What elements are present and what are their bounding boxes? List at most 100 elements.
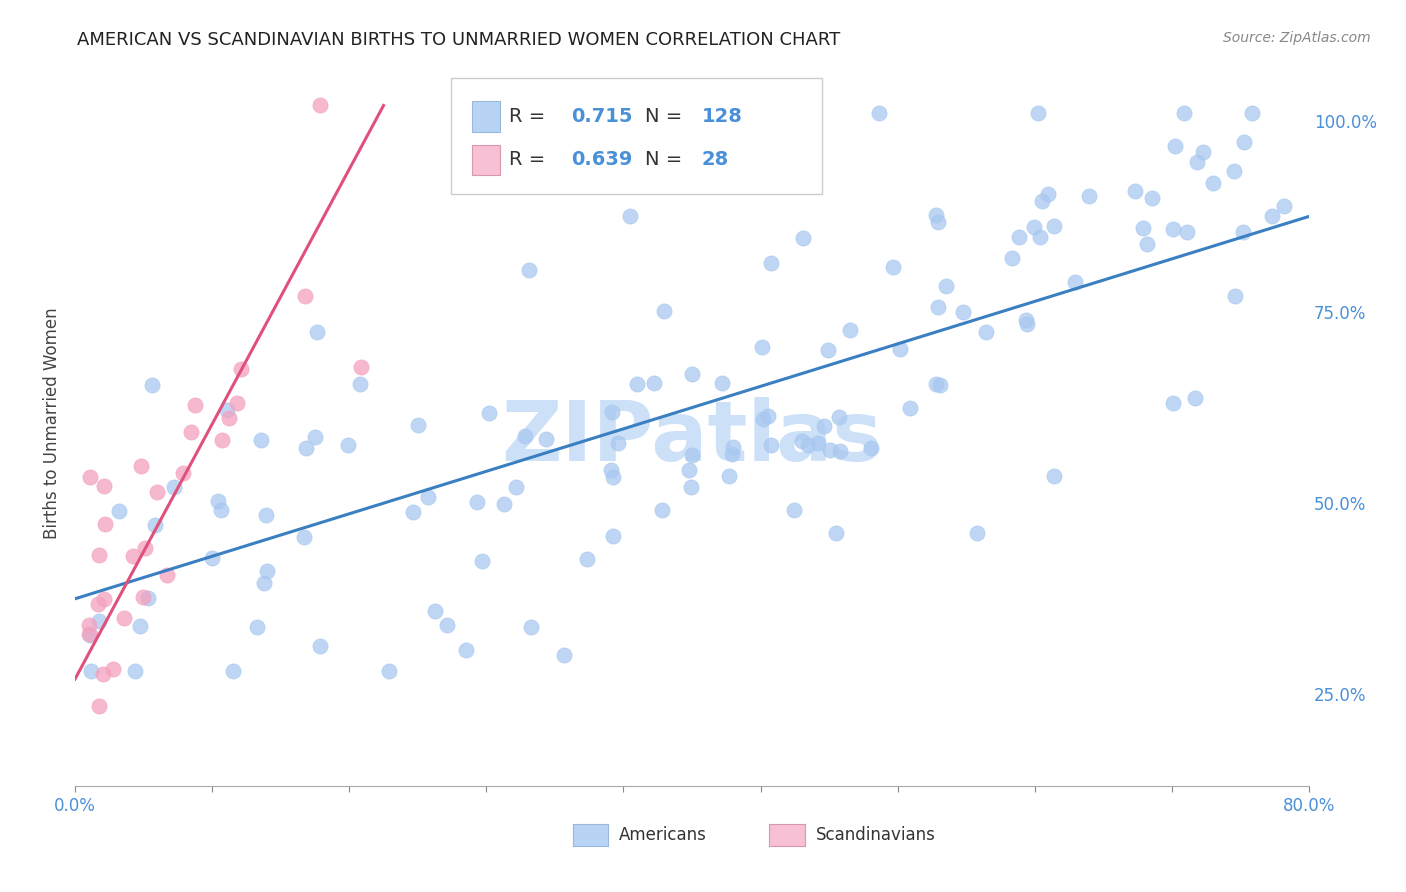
Point: [129, 619, 152, 633]
Point: [889, 342, 911, 356]
Point: [136, 591, 159, 606]
Point: [654, 304, 676, 318]
Point: [180, 425, 202, 439]
Point: [1123, 184, 1146, 198]
Point: [1161, 222, 1184, 236]
Point: [86, 597, 108, 611]
Point: [107, 504, 129, 518]
Point: [436, 618, 458, 632]
Point: [790, 434, 813, 448]
Point: [222, 665, 245, 679]
Point: [1031, 194, 1053, 208]
Point: [1136, 237, 1159, 252]
Point: [1026, 106, 1049, 120]
Point: [304, 430, 326, 444]
Point: [143, 517, 166, 532]
Point: [184, 398, 207, 412]
Point: [349, 376, 371, 391]
Point: [1140, 191, 1163, 205]
Point: [209, 503, 232, 517]
Point: [201, 550, 224, 565]
Point: [756, 409, 779, 423]
Point: [91, 666, 114, 681]
Point: [294, 289, 316, 303]
Point: [77, 618, 100, 632]
Point: [93, 591, 115, 606]
Point: [966, 525, 988, 540]
Point: [1241, 106, 1264, 120]
Point: [211, 433, 233, 447]
Point: [308, 639, 330, 653]
Point: [77, 627, 100, 641]
Point: [1078, 189, 1101, 203]
Point: [1272, 198, 1295, 212]
Point: [813, 418, 835, 433]
Point: [807, 435, 830, 450]
Point: [229, 361, 252, 376]
Point: [172, 466, 194, 480]
Text: R =: R =: [509, 151, 553, 169]
Point: [828, 409, 851, 424]
Point: [1173, 106, 1195, 120]
Point: [336, 437, 359, 451]
Point: [218, 411, 240, 425]
Point: [927, 215, 949, 229]
Point: [1187, 155, 1209, 169]
Point: [1164, 139, 1187, 153]
Point: [406, 417, 429, 432]
Point: [1261, 209, 1284, 223]
Point: [1007, 230, 1029, 244]
Point: [121, 549, 143, 563]
Point: [1001, 251, 1024, 265]
Text: Scandinavians: Scandinavians: [815, 826, 935, 844]
Point: [602, 529, 624, 543]
Point: [505, 480, 527, 494]
Text: N =: N =: [645, 107, 689, 126]
Point: [820, 443, 842, 458]
Point: [929, 378, 952, 392]
Point: [882, 260, 904, 274]
Point: [471, 554, 494, 568]
Point: [759, 438, 782, 452]
Point: [1202, 176, 1225, 190]
FancyBboxPatch shape: [451, 78, 821, 194]
Point: [1223, 164, 1246, 178]
Point: [350, 359, 373, 374]
Point: [721, 440, 744, 454]
Point: [87, 548, 110, 562]
Point: [927, 300, 949, 314]
Point: [254, 508, 277, 522]
Point: [1233, 135, 1256, 149]
Point: [295, 441, 318, 455]
Point: [101, 662, 124, 676]
Point: [1184, 392, 1206, 406]
Point: [678, 463, 700, 477]
Point: [1132, 221, 1154, 235]
Point: [112, 611, 135, 625]
Text: 0.715: 0.715: [571, 107, 633, 126]
Point: [720, 447, 742, 461]
Point: [465, 494, 488, 508]
Point: [717, 469, 740, 483]
Point: [619, 209, 641, 223]
Point: [952, 304, 974, 318]
Point: [89, 699, 111, 714]
Point: [124, 665, 146, 679]
Point: [79, 628, 101, 642]
Point: [681, 448, 703, 462]
Point: [751, 412, 773, 426]
Point: [825, 526, 848, 541]
Point: [1043, 219, 1066, 233]
Point: [747, 170, 769, 185]
Bar: [472, 145, 499, 175]
Point: [868, 106, 890, 120]
Point: [520, 620, 543, 634]
Point: [517, 262, 540, 277]
Point: [79, 469, 101, 483]
Point: [600, 404, 623, 418]
Point: [839, 323, 862, 337]
Point: [226, 396, 249, 410]
Point: [309, 98, 332, 112]
Text: 28: 28: [702, 151, 730, 169]
Point: [250, 434, 273, 448]
